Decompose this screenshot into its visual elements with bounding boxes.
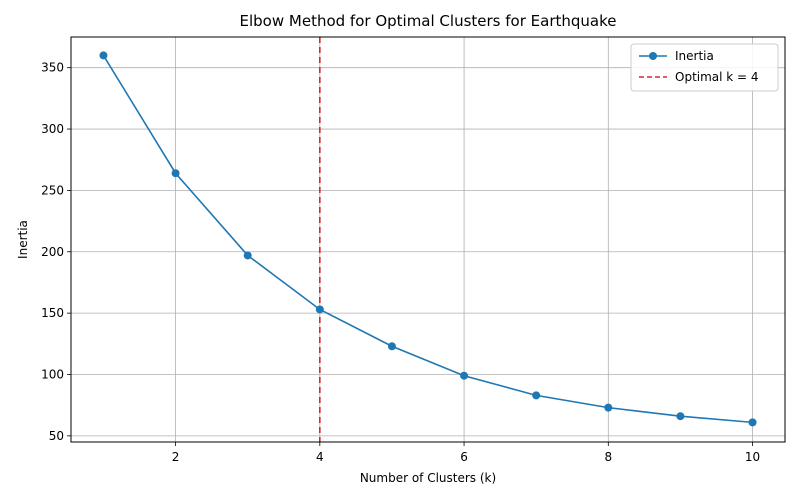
plot-frame (70, 36, 786, 443)
legend: Inertia Optimal k = 4 (630, 43, 779, 92)
legend-inertia-label: Inertia (675, 49, 714, 63)
x-tick-label: 8 (604, 450, 612, 464)
x-tick-label: 10 (745, 450, 760, 464)
data-point (243, 251, 252, 260)
chart-title: Elbow Method for Optimal Clusters for Ea… (240, 12, 617, 30)
y-tick-label: 100 (41, 368, 64, 382)
x-axis-label: Number of Clusters (k) (360, 471, 496, 485)
data-point (171, 169, 180, 178)
x-tick-label: 2 (172, 450, 180, 464)
series-layer (99, 51, 757, 427)
x-axis-ticks: 2 4 6 8 10 (172, 442, 760, 464)
y-tick-label: 50 (49, 429, 64, 443)
series-line-inertia (102, 54, 753, 424)
data-point (676, 412, 685, 421)
data-point (315, 305, 324, 314)
data-point (604, 403, 613, 412)
data-point (99, 51, 108, 60)
x-tick-label: 6 (460, 450, 468, 464)
data-point (387, 342, 396, 351)
x-tick-label: 4 (316, 450, 324, 464)
y-tick-label: 150 (41, 306, 64, 320)
y-tick-label: 350 (41, 61, 64, 75)
data-point (532, 391, 541, 400)
legend-box (630, 43, 779, 92)
grid (71, 37, 785, 442)
y-axis-ticks: 50 100 150 200 250 300 350 (41, 61, 71, 443)
legend-inertia-marker-icon (649, 52, 657, 60)
data-point (748, 418, 757, 427)
y-tick-label: 200 (41, 245, 64, 259)
y-tick-label: 300 (41, 122, 64, 136)
y-axis-label: Inertia (16, 220, 30, 259)
legend-optimal-k-label: Optimal k = 4 (675, 70, 759, 84)
data-point (460, 371, 469, 380)
y-tick-label: 250 (41, 183, 64, 197)
